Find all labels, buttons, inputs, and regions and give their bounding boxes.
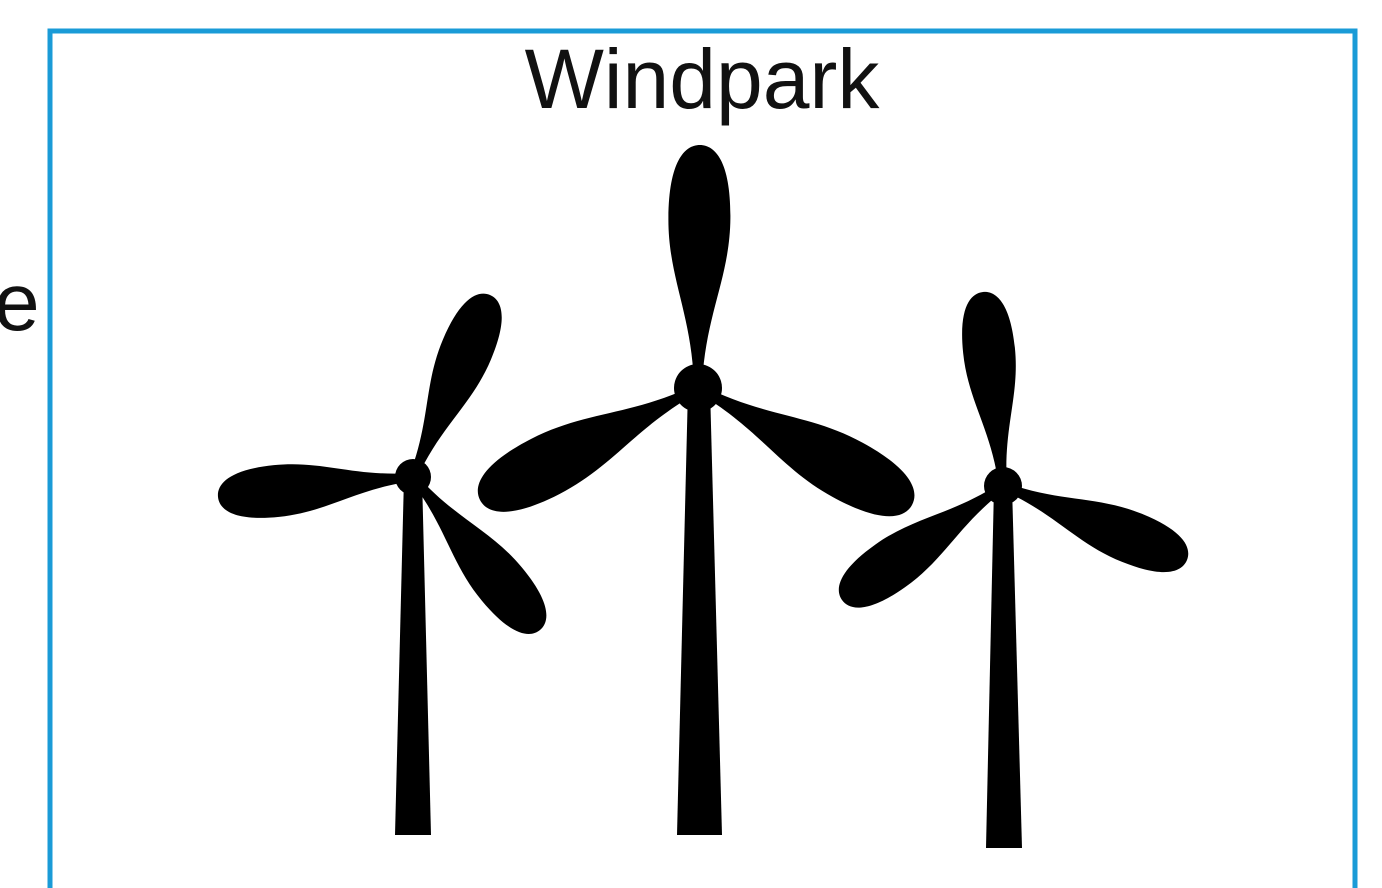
hub — [674, 364, 722, 412]
title: Windpark — [525, 32, 881, 126]
scene: e Windpark — [0, 0, 1382, 888]
hub — [395, 459, 431, 495]
hub — [984, 467, 1022, 505]
side-label: e — [0, 257, 40, 348]
page: e Windpark (() => { const data = JSON.pa… — [0, 0, 1382, 888]
